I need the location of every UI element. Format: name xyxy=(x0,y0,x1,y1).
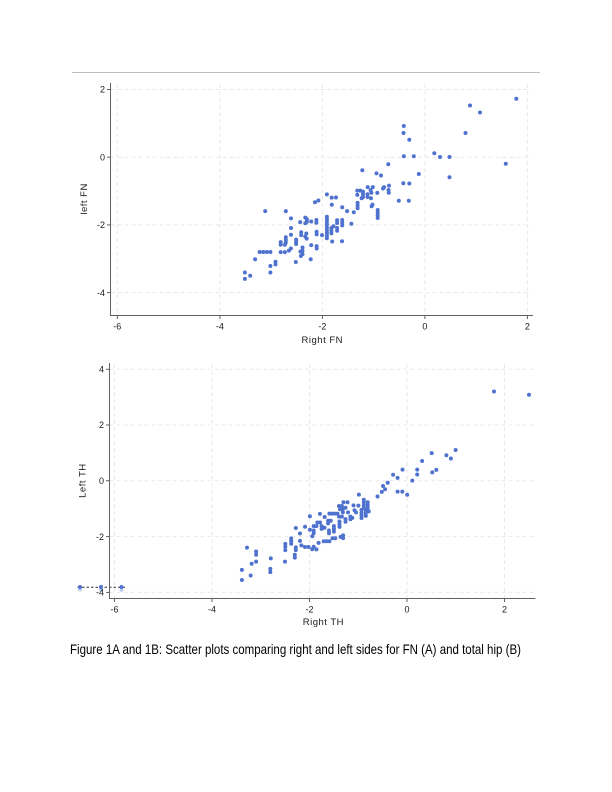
svg-text:-4: -4 xyxy=(97,288,105,298)
svg-text:0: 0 xyxy=(422,322,427,332)
svg-text:Right FN: Right FN xyxy=(302,335,343,346)
svg-text:4: 4 xyxy=(99,365,104,375)
svg-text:-6: -6 xyxy=(113,322,121,332)
svg-text:Left TH: Left TH xyxy=(77,463,88,497)
svg-text:0: 0 xyxy=(404,605,409,615)
svg-text:2: 2 xyxy=(99,420,104,430)
svg-text:-4: -4 xyxy=(208,605,216,615)
svg-text:-4: -4 xyxy=(96,588,104,598)
svg-text:-2: -2 xyxy=(305,605,313,615)
svg-text:-6: -6 xyxy=(110,605,118,615)
svg-text:2: 2 xyxy=(100,85,105,95)
svg-text:0: 0 xyxy=(99,476,104,486)
svg-text:left FN: left FN xyxy=(79,183,90,214)
svg-text:Right TH: Right TH xyxy=(303,617,344,628)
svg-text:-2: -2 xyxy=(318,322,326,332)
svg-text:2: 2 xyxy=(502,605,507,615)
svg-text:2: 2 xyxy=(525,322,530,332)
svg-text:0: 0 xyxy=(100,152,105,162)
svg-text:-4: -4 xyxy=(216,322,224,332)
svg-text:-2: -2 xyxy=(96,532,104,542)
svg-text:-2: -2 xyxy=(97,220,105,230)
